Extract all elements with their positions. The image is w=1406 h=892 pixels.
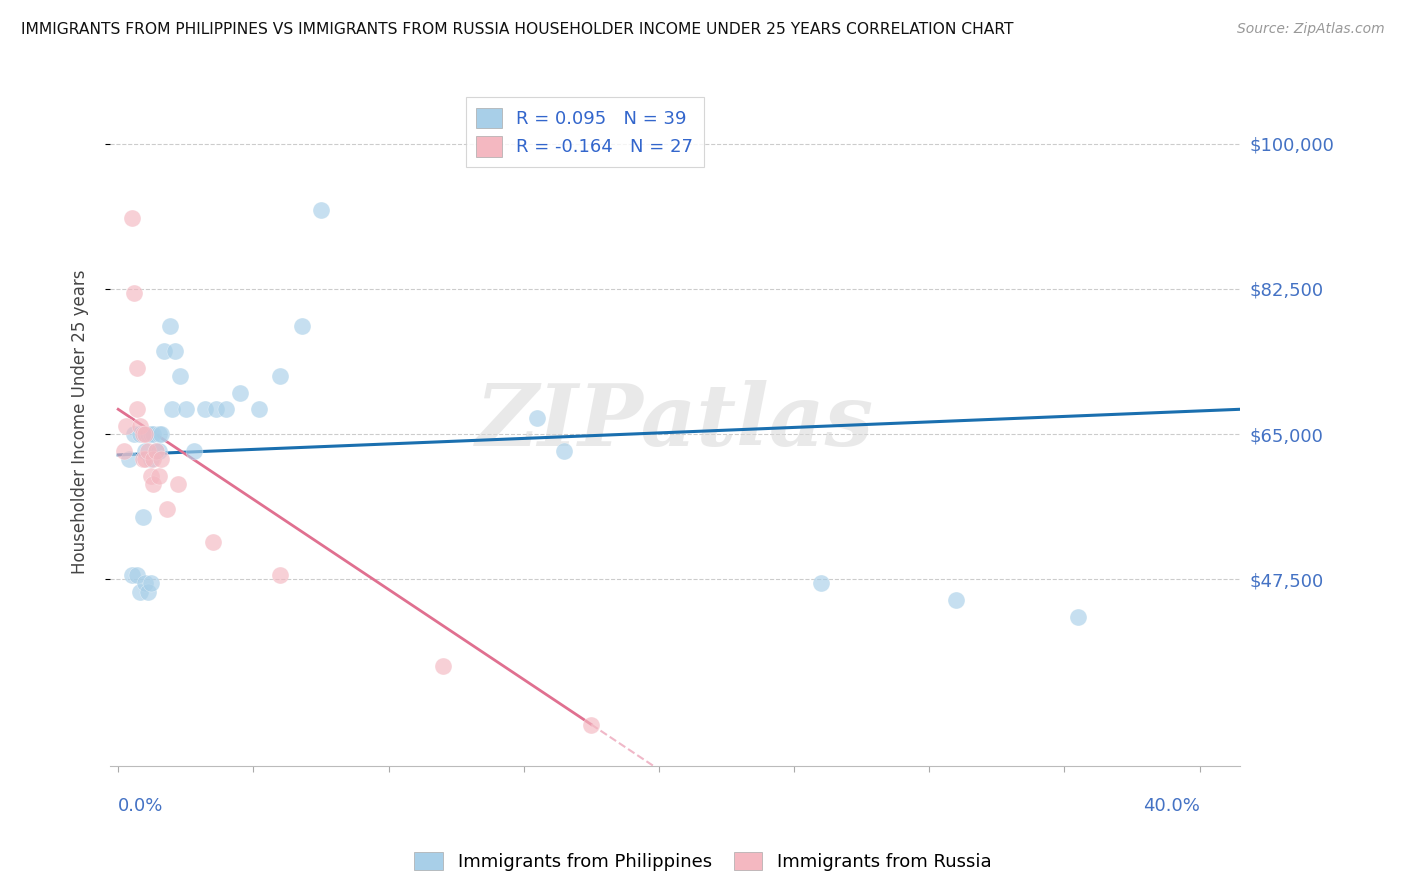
Point	[131, 427, 153, 442]
Point	[139, 452, 162, 467]
Point	[145, 443, 167, 458]
Point	[526, 410, 548, 425]
Point	[134, 452, 156, 467]
Point	[128, 418, 150, 433]
Point	[134, 576, 156, 591]
Point	[121, 568, 143, 582]
Point	[145, 443, 167, 458]
Point	[432, 659, 454, 673]
Point	[128, 584, 150, 599]
Point	[131, 452, 153, 467]
Text: IMMIGRANTS FROM PHILIPPINES VS IMMIGRANTS FROM RUSSIA HOUSEHOLDER INCOME UNDER 2: IMMIGRANTS FROM PHILIPPINES VS IMMIGRANT…	[21, 22, 1014, 37]
Point	[159, 319, 181, 334]
Point	[124, 286, 146, 301]
Point	[156, 501, 179, 516]
Point	[163, 344, 186, 359]
Point	[131, 510, 153, 524]
Text: ZIPatlas: ZIPatlas	[477, 380, 875, 464]
Point	[148, 468, 170, 483]
Point	[553, 443, 575, 458]
Legend: R = 0.095   N = 39, R = -0.164   N = 27: R = 0.095 N = 39, R = -0.164 N = 27	[465, 97, 704, 168]
Point	[183, 443, 205, 458]
Point	[215, 402, 238, 417]
Point	[229, 385, 252, 400]
Point	[127, 402, 149, 417]
Point	[136, 584, 159, 599]
Point	[150, 427, 173, 442]
Point	[118, 452, 141, 467]
Point	[945, 593, 967, 607]
Point	[150, 452, 173, 467]
Point	[148, 427, 170, 442]
Point	[142, 427, 165, 442]
Point	[201, 535, 224, 549]
Point	[124, 427, 146, 442]
Point	[136, 427, 159, 442]
Point	[269, 568, 291, 582]
Point	[174, 402, 197, 417]
Point	[127, 360, 149, 375]
Point	[153, 344, 176, 359]
Point	[112, 443, 135, 458]
Point	[194, 402, 217, 417]
Point	[247, 402, 270, 417]
Point	[309, 203, 332, 218]
Point	[127, 568, 149, 582]
Point	[142, 477, 165, 491]
Point	[139, 576, 162, 591]
Point	[1067, 609, 1090, 624]
Legend: Immigrants from Philippines, Immigrants from Russia: Immigrants from Philippines, Immigrants …	[408, 845, 998, 879]
Point	[121, 211, 143, 226]
Point	[269, 369, 291, 384]
Point	[162, 402, 184, 417]
Point	[166, 477, 188, 491]
Point	[291, 319, 314, 334]
Point	[136, 443, 159, 458]
Y-axis label: Householder Income Under 25 years: Householder Income Under 25 years	[72, 269, 89, 574]
Text: Source: ZipAtlas.com: Source: ZipAtlas.com	[1237, 22, 1385, 37]
Point	[142, 452, 165, 467]
Text: 0.0%: 0.0%	[118, 797, 163, 814]
Point	[134, 443, 156, 458]
Point	[128, 427, 150, 442]
Point	[115, 418, 138, 433]
Point	[169, 369, 191, 384]
Point	[134, 427, 156, 442]
Point	[204, 402, 226, 417]
Point	[148, 443, 170, 458]
Text: 40.0%: 40.0%	[1143, 797, 1199, 814]
Point	[139, 427, 162, 442]
Point	[139, 468, 162, 483]
Point	[810, 576, 832, 591]
Point	[581, 717, 603, 731]
